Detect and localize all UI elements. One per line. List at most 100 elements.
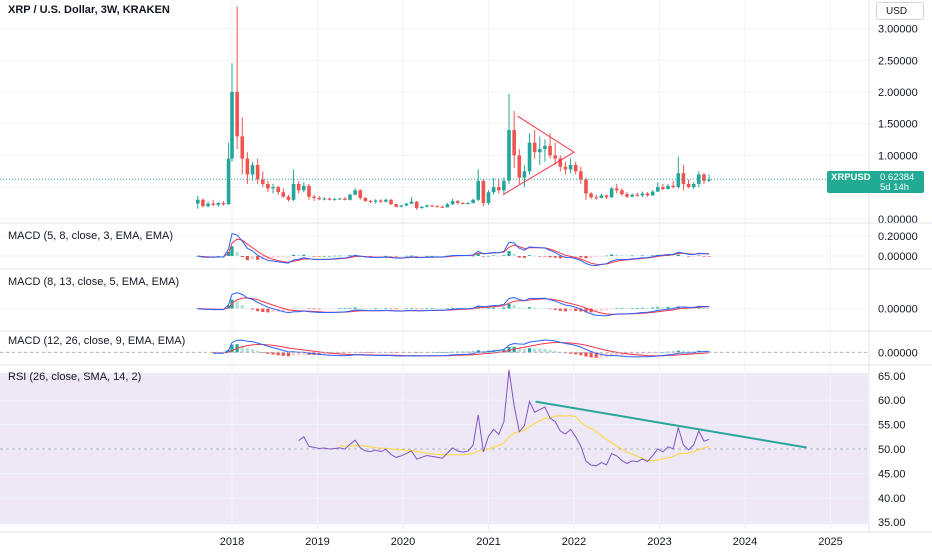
macd-fast-histogram-bar [425,255,429,257]
macd-mid-histogram-bar [702,308,706,309]
macd-fast-histogram-bar [399,256,403,257]
macd-fast-histogram-bar [476,254,480,256]
axis-tick-label: 35.00 [878,517,906,529]
macd-fast-histogram-bar [707,256,711,257]
macd-slow-histogram-bar [466,351,470,353]
macd-mid-histogram-bar [651,307,655,309]
macd-mid-histogram-bar [645,307,650,309]
candle-body [296,183,301,191]
macd-fast-histogram-bar [404,255,409,257]
candle-body [358,190,363,198]
macd-slow-histogram-bar [579,352,583,356]
macd-mid-histogram-bar [450,307,455,309]
time-axis-label: 2018 [220,536,244,548]
macd-fast-histogram-bar [343,255,347,257]
macd-mid-histogram-bar [697,307,701,309]
macd-fast-histogram-bar [216,255,220,257]
candle-body [543,145,547,150]
macd-mid-histogram-bar [415,308,419,310]
macd-mid-histogram-bar [543,308,547,309]
macd-fast-histogram-bar [512,253,516,256]
candle-body [502,180,506,191]
candle-body [353,190,357,195]
currency-button[interactable]: USD [876,2,924,20]
macd-fast-histogram-bar [389,256,393,257]
macd-fast-histogram-bar [348,255,352,256]
macd-slow-histogram-bar [481,350,485,353]
macd-mid-histogram-bar [548,308,552,310]
candle-body [394,204,398,207]
candle-body [276,187,280,193]
candle-body [327,198,332,200]
macd-slow-histogram-bar [404,352,409,353]
macd-slow-histogram-bar [589,352,593,358]
macd-slow-histogram-bar [502,350,506,353]
macd-mid-histogram-bar [379,308,383,310]
macd-slow-histogram-bar [533,348,537,353]
macd-mid-histogram-bar [420,308,424,310]
macd-fast-histogram-bar [206,256,210,257]
macd-mid-histogram-bar [302,308,306,310]
macd-fast-histogram-bar [492,255,496,257]
macd-fast-histogram-bar [584,256,588,259]
macd-slow-histogram-bar [676,350,680,353]
candle-body [589,193,593,198]
macd-fast-histogram-bar [312,256,316,257]
macd-slow-histogram-bar [686,351,691,353]
candle-body [697,174,701,184]
macd-fast-histogram-bar [281,256,285,258]
macd-fast-histogram-bar [307,255,311,257]
candle-body [609,188,614,198]
candle-body [466,202,470,204]
macd-slow-histogram-bar [476,350,480,353]
macd-fast-histogram-bar [338,255,342,257]
macd-fast-histogram-bar [384,255,388,257]
candle-body [538,149,542,153]
macd-mid-histogram-bar [430,308,434,310]
macd-fast-histogram-bar [502,255,506,256]
macd-mid-histogram-bar [261,308,265,313]
macd-slow-histogram-bar [517,348,521,353]
macd-fast-histogram-bar [702,256,706,257]
macd-fast-histogram-bar [574,256,578,258]
macd-fast-histogram-bar [543,256,547,257]
candle-body [250,164,255,175]
macd-fast-histogram-bar [594,256,598,258]
macd-slow-histogram-bar [435,352,439,353]
candle-body [414,201,419,209]
candle-body [399,205,404,207]
candle-body [563,166,568,170]
macd-slow-histogram-bar [276,352,280,356]
macd-slow-histogram-bar [230,344,234,353]
macd-fast-histogram-bar [640,255,644,257]
macd-mid-histogram-bar [394,308,398,310]
candle-body [363,197,368,202]
candle-body [317,197,322,200]
macd-mid-histogram-bar [312,308,316,310]
candle-body [614,188,619,191]
macd-mid-histogram-bar [492,307,496,309]
macd-mid-histogram-bar [266,308,270,313]
axis-tick-label: 1.00000 [878,150,918,162]
macd-mid-histogram-bar [615,308,619,310]
candle-body [548,145,552,156]
candle-body [291,183,296,200]
macd-mid-histogram-bar [661,307,665,309]
candle-body [604,195,609,198]
candle-body [230,91,234,159]
macd-mid-histogram-bar [409,308,414,309]
macd-fast-histogram-bar [599,256,603,257]
candle-body [373,200,378,202]
candle-body [455,201,460,203]
macd-mid-histogram-bar [245,308,249,310]
axis-tick-label: 50.00 [878,444,906,456]
macd-slow-histogram-bar [409,352,414,353]
candle-body [681,173,686,184]
macd-slow-histogram-bar [553,350,557,353]
macd-fast-histogram-bar [317,256,321,257]
macd-mid-histogram-bar [440,308,444,310]
macd-mid-histogram-bar [692,308,696,309]
candle-body [691,183,696,188]
candle-body [430,205,434,207]
